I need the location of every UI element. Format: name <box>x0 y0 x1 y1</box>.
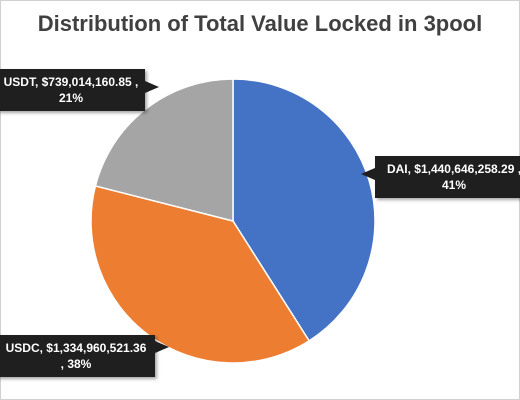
callout-pointer <box>361 168 375 180</box>
data-label-usdt-line1: USDT, $739,014,160.85 , <box>3 75 139 89</box>
data-label-dai-line1: DAI, $1,440,646,258.29 , <box>386 162 520 176</box>
data-label-dai: DAI, $1,440,646,258.29 , 41% <box>361 156 520 198</box>
data-label-usdc-line2: , 38% <box>60 357 92 371</box>
data-label-usdc-line1: USDC, $1,334,960,521.36 <box>5 341 147 355</box>
callout-pointer <box>145 81 159 93</box>
data-label-usdt-line2: 21% <box>58 91 84 105</box>
callout-pointer <box>155 341 169 353</box>
pie-slice-dai <box>232 78 376 342</box>
data-label-usdt: USDT, $739,014,160.85 , 21% <box>0 69 159 111</box>
data-label-dai-line2: 41% <box>441 178 467 192</box>
chart-title: Distribution of Total Value Locked in 3p… <box>37 11 483 36</box>
pie-slice-usdt <box>94 78 234 222</box>
data-label-usdc: USDC, $1,334,960,521.36 , 38% <box>0 335 169 377</box>
